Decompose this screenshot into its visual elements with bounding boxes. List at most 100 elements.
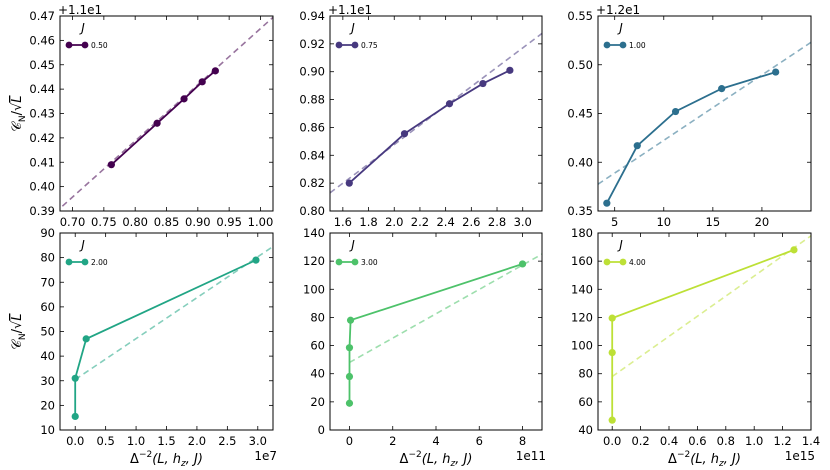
data-point-3 [608, 314, 616, 322]
x-tick-label: 4 [432, 434, 439, 448]
legend-marker [351, 258, 359, 266]
axis-offset-label: 1e15 [785, 449, 815, 463]
legend-title: J [79, 238, 85, 252]
x-tick-label: 8 [519, 434, 526, 448]
y-tick-label: 120 [571, 310, 593, 324]
legend-title: J [349, 238, 355, 252]
x-tick-label: 1.8 [359, 215, 377, 229]
data-point-2 [608, 349, 616, 357]
fit-line [60, 16, 273, 210]
legend-label: 0.75 [361, 41, 378, 50]
x-tick-label: 1.6 [334, 215, 352, 229]
data-point-4 [718, 85, 726, 93]
y-tick-label: 80 [310, 310, 325, 324]
legend: J 4.00 [603, 238, 646, 267]
data-point-4 [346, 316, 355, 324]
y-tick-label: 0.94 [299, 9, 325, 23]
y-tick-label: 0.55 [567, 9, 593, 23]
x-tick-label: 2.6 [462, 215, 480, 229]
data-point-5 [506, 66, 514, 74]
y-tick-label: 0.39 [29, 204, 55, 218]
y-tick-label: 100 [571, 339, 593, 353]
x-tick-label: 1.0 [127, 434, 145, 448]
data-point-5 [772, 68, 780, 76]
y-tick-label: 0.44 [29, 82, 55, 96]
legend: J 0.75 [335, 21, 378, 50]
axis-offset-label: +1.1e1 [328, 3, 372, 17]
legend-label: 0.50 [91, 41, 108, 50]
legend-title: J [79, 21, 85, 35]
data-point-3 [345, 344, 354, 352]
plot-frame [329, 15, 543, 212]
data-point-2 [153, 119, 161, 127]
legend-marker [81, 258, 89, 266]
x-axis-title: Δ−2(L, hz, J) [668, 450, 741, 469]
x-tick-label: 0.70 [60, 215, 86, 229]
x-tick-label: 5 [611, 215, 618, 229]
series-line [74, 259, 257, 417]
y-tick-label: 0.40 [567, 155, 593, 169]
chart-panel-2: 1.6 1.8 2.0 2.2 2.4 2.6 2.8 3.0 0.80 0.82 0.84 0.86… [299, 3, 543, 229]
x-tick-label: 0.75 [91, 215, 117, 229]
x-tick-label: 3.0 [514, 215, 532, 229]
y-tick-label: 160 [571, 254, 593, 268]
chart-panel-3: 5 10 15 20 0.35 0.40 0.45 0.50 0.55 +1.2e1 J 1.00 [567, 3, 812, 229]
legend-marker [335, 258, 343, 266]
data-point-4 [252, 256, 260, 264]
x-tick-label: 2.0 [385, 215, 403, 229]
x-tick-label: 0.80 [122, 215, 148, 229]
data-point-3 [445, 100, 454, 108]
legend-marker [65, 41, 73, 49]
fit-line [349, 253, 542, 364]
y-tick-label: 120 [303, 254, 325, 268]
legend-marker [351, 41, 359, 49]
legend-marker [603, 258, 611, 266]
legend: J 0.50 [65, 21, 108, 50]
x-tick-label: 1.4 [802, 434, 820, 448]
legend-title: J [617, 21, 623, 35]
legend: J 2.00 [65, 238, 108, 267]
axis-offset-label: 1e7 [254, 449, 277, 463]
legend-marker [65, 258, 73, 266]
y-tick-label: 0.46 [29, 33, 55, 47]
x-tick-label: 2 [389, 434, 396, 448]
y-tick-label: 20 [40, 398, 55, 412]
series-line [606, 71, 776, 204]
y-tick-label: 0.45 [567, 107, 593, 121]
x-tick-label: 0.5 [96, 434, 114, 448]
data-point-1 [608, 416, 616, 424]
y-tick-label: 0.88 [299, 93, 325, 107]
legend-title: J [349, 21, 355, 35]
data-point-2 [400, 130, 409, 138]
x-tick-label: 6 [476, 434, 483, 448]
x-axis-title: Δ−2(L, hz, J) [130, 450, 203, 469]
x-tick-label: 0.90 [185, 215, 211, 229]
x-tick-label: 0.95 [216, 215, 242, 229]
y-tick-label: 0.80 [299, 204, 325, 218]
legend-title: J [617, 238, 623, 252]
legend-label: 2.00 [91, 258, 108, 267]
x-tick-label: 20 [755, 215, 770, 229]
fit-line [611, 235, 811, 378]
legend-marker [619, 41, 627, 49]
y-tick-label: 10 [40, 423, 55, 437]
axis-offset-label: +1.1e1 [58, 3, 102, 17]
y-tick-label: 0.92 [299, 37, 325, 51]
x-tick-label: 1.2 [773, 434, 791, 448]
data-point-3 [82, 335, 90, 343]
y-tick-label: 80 [578, 367, 593, 381]
data-point-1 [107, 161, 115, 169]
x-tick-label: 0.2 [631, 434, 649, 448]
legend-marker [619, 258, 627, 266]
x-tick-label: 0.85 [154, 215, 180, 229]
y-tick-label: 20 [310, 395, 325, 409]
y-tick-label: 0.42 [29, 131, 55, 145]
y-axis-title: 𝒞N/√L [10, 95, 28, 131]
x-tick-label: 2.4 [436, 215, 454, 229]
series-line [348, 263, 523, 404]
y-tick-label: 0.84 [299, 148, 325, 162]
y-tick-label: 60 [310, 339, 325, 353]
x-axis-title: Δ−2(L, hz, J) [400, 450, 473, 469]
data-point-4 [479, 79, 487, 88]
